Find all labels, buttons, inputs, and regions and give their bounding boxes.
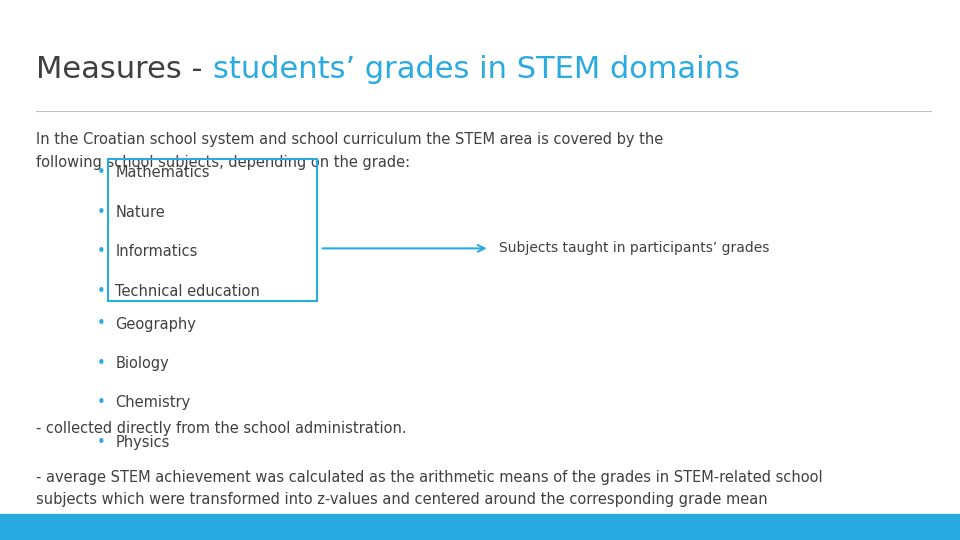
Bar xyxy=(0,514,960,540)
Text: •: • xyxy=(96,435,106,450)
Text: Mathematics: Mathematics xyxy=(115,165,209,180)
Text: Nature: Nature xyxy=(115,205,165,220)
Text: •: • xyxy=(96,205,106,220)
Text: Chemistry: Chemistry xyxy=(115,395,190,410)
Text: Subjects taught in participants’ grades: Subjects taught in participants’ grades xyxy=(499,241,770,255)
Text: •: • xyxy=(96,316,106,332)
Text: •: • xyxy=(96,356,106,371)
Text: •: • xyxy=(96,395,106,410)
Text: - collected directly from the school administration.: - collected directly from the school adm… xyxy=(36,421,407,436)
Text: Technical education: Technical education xyxy=(115,284,260,299)
Text: •: • xyxy=(96,244,106,259)
Text: Measures -: Measures - xyxy=(36,55,213,84)
Text: - average STEM achievement was calculated as the arithmetic means of the grades : - average STEM achievement was calculate… xyxy=(36,470,823,507)
Text: students’ grades in STEM domains: students’ grades in STEM domains xyxy=(213,55,739,84)
Bar xyxy=(108,159,317,301)
Text: •: • xyxy=(96,284,106,299)
Text: •: • xyxy=(96,165,106,180)
Text: Informatics: Informatics xyxy=(115,244,198,259)
Text: In the Croatian school system and school curriculum the STEM area is covered by : In the Croatian school system and school… xyxy=(36,132,663,170)
Text: Physics: Physics xyxy=(115,435,170,450)
Text: Biology: Biology xyxy=(115,356,169,371)
Text: Geography: Geography xyxy=(115,316,196,332)
